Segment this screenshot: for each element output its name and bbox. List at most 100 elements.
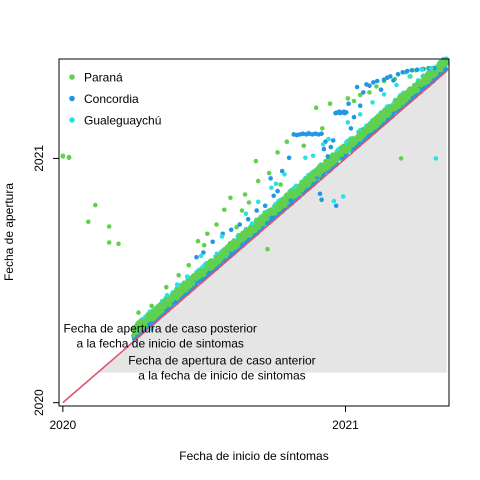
data-point [419,67,425,72]
data-point [328,144,334,150]
data-point [320,142,326,147]
data-point [66,154,72,160]
data-point [433,156,439,161]
data-point [214,222,219,227]
data-point [288,198,294,203]
data-point [245,216,251,222]
band-point [256,225,262,230]
band-point [443,67,449,72]
data-point [246,200,252,205]
data-point [357,112,363,117]
data-point [284,139,290,144]
data-point [381,92,387,97]
band-point [427,77,432,82]
data-point [394,82,399,88]
data-point [310,153,316,159]
legend: Paraná Concordia Gualeguaychú [69,71,161,128]
legend-label: Paraná [84,71,123,85]
band-point [312,177,317,182]
legend-swatch [69,95,75,102]
band-point [191,280,196,285]
data-point [367,83,372,88]
data-point [174,282,180,287]
legend-swatch [69,117,75,123]
x-axis-title: Fecha de inicio de síntomas [179,449,328,463]
data-point [398,156,404,161]
data-point [361,90,366,95]
data-point [313,105,319,110]
data-point [320,126,325,131]
data-point [242,192,248,197]
data-point [268,176,273,181]
band-point [142,323,148,328]
data-point [351,98,357,104]
data-point [149,327,154,332]
data-point [344,110,349,115]
annotation-text: a la fecha de inicio de sintomas [76,337,243,351]
data-point [319,131,324,136]
data-point [266,170,272,176]
data-point [201,250,206,255]
annotation-text: a la fecha de inicio de sintomas [138,369,305,383]
data-point [228,227,234,233]
band-point [137,324,142,329]
data-point [265,246,270,252]
reference-line [62,70,448,404]
x-tick-label: 2020 [50,418,77,432]
data-point [325,154,331,159]
axes: 2020 2021 2020 2021 [32,145,359,432]
band-point [397,103,402,108]
x-tick-label: 2021 [332,418,359,432]
data-point [253,158,259,164]
data-point [351,114,357,120]
data-point [326,136,331,142]
data-point [286,155,292,161]
y-axis-title: Fecha de apertura [2,183,16,281]
data-point [275,150,280,155]
data-point [201,242,207,248]
band-point [359,135,365,140]
data-point [164,284,169,290]
legend-label: Concordia [84,92,139,106]
data-point [409,68,415,73]
data-point [254,208,259,213]
band-point [296,191,301,196]
data-point [116,241,121,247]
reference-line-layer [62,70,448,404]
data-point [371,80,376,85]
data-point [184,274,190,279]
data-point [136,310,141,315]
data-point [176,272,181,278]
data-point [273,181,279,187]
data-point [234,224,239,230]
data-point [370,100,375,105]
data-point [330,138,336,143]
data-point [319,197,324,203]
data-point [345,120,351,125]
data-point [255,178,261,184]
data-point [395,72,401,77]
data-point [346,101,351,106]
data-point [374,78,380,84]
band-point [253,228,258,233]
data-point [243,211,249,217]
data-point [186,262,191,268]
data-point [86,219,91,225]
data-point [327,101,333,106]
data-point [93,202,98,208]
band-point [414,88,420,93]
data-point [303,155,308,161]
plot-frame [58,58,450,407]
data-point [374,84,379,89]
data-point [378,87,384,92]
data-point [367,90,372,95]
data-points-layer [60,66,439,332]
data-point [340,194,346,199]
y-tick-label: 2021 [32,145,46,172]
data-point [278,182,283,187]
data-point [301,143,307,149]
data-point [428,66,434,71]
data-point [106,240,112,245]
